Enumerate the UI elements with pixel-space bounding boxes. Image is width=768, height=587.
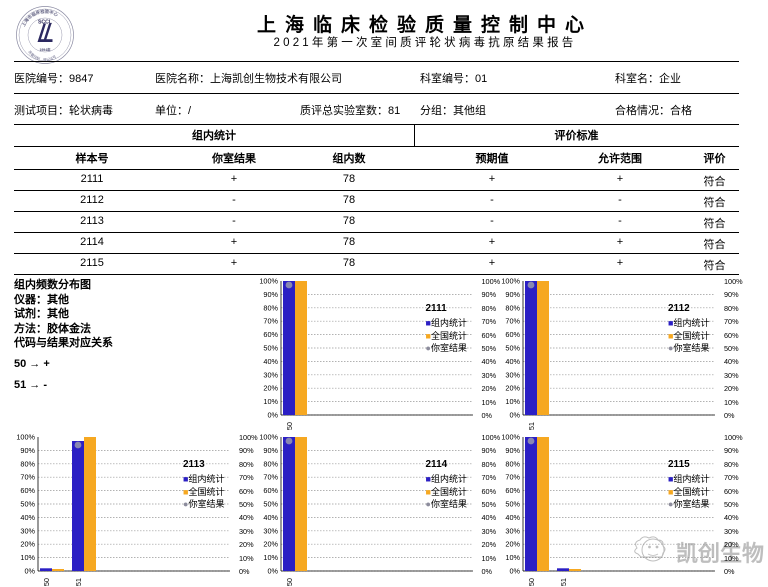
svg-text:51: 51 [74, 578, 83, 586]
svg-text:50: 50 [285, 578, 294, 586]
svg-text:90%: 90% [263, 446, 278, 455]
svg-text:50: 50 [527, 578, 536, 586]
svg-text:20%: 20% [263, 540, 278, 549]
svg-text:30%: 30% [263, 370, 278, 379]
svg-text:60%: 60% [505, 486, 520, 495]
svg-text:40%: 40% [20, 513, 35, 522]
svg-text:20%: 20% [20, 540, 35, 549]
svg-text:50%: 50% [20, 500, 35, 509]
svg-text:50: 50 [42, 578, 51, 586]
svg-text:90%: 90% [20, 446, 35, 455]
svg-text:0%: 0% [24, 567, 35, 576]
svg-text:50: 50 [285, 422, 294, 430]
svg-text:30%: 30% [505, 370, 520, 379]
svg-text:0%: 0% [509, 567, 520, 576]
svg-text:60%: 60% [505, 330, 520, 339]
svg-text:80%: 80% [20, 459, 35, 468]
svg-text:40%: 40% [505, 513, 520, 522]
svg-text:60%: 60% [20, 486, 35, 495]
svg-text:30%: 30% [20, 526, 35, 535]
svg-text:30%: 30% [263, 526, 278, 535]
svg-text:50%: 50% [263, 344, 278, 353]
svg-text:70%: 70% [505, 317, 520, 326]
svg-text:0%: 0% [267, 567, 278, 576]
svg-text:100%: 100% [501, 277, 520, 286]
svg-text:60%: 60% [263, 486, 278, 495]
svg-text:100%: 100% [501, 433, 520, 442]
svg-text:100%: 100% [16, 433, 35, 442]
svg-text:100%: 100% [259, 277, 278, 286]
svg-text:100%: 100% [259, 433, 278, 442]
svg-text:40%: 40% [263, 357, 278, 366]
svg-text:60%: 60% [263, 330, 278, 339]
svg-text:51: 51 [527, 422, 536, 430]
svg-text:50%: 50% [505, 500, 520, 509]
svg-text:70%: 70% [20, 473, 35, 482]
svg-text:0%: 0% [509, 411, 520, 420]
svg-text:80%: 80% [263, 459, 278, 468]
svg-text:10%: 10% [263, 553, 278, 562]
svg-text:80%: 80% [505, 303, 520, 312]
svg-text:70%: 70% [505, 473, 520, 482]
svg-text:50%: 50% [263, 500, 278, 509]
svg-text:50%: 50% [505, 344, 520, 353]
svg-text:0%: 0% [267, 411, 278, 420]
svg-text:80%: 80% [263, 303, 278, 312]
svg-text:70%: 70% [263, 317, 278, 326]
svg-text:20%: 20% [263, 384, 278, 393]
svg-text:20%: 20% [505, 540, 520, 549]
svg-text:10%: 10% [505, 553, 520, 562]
svg-text:20%: 20% [505, 384, 520, 393]
svg-text:40%: 40% [263, 513, 278, 522]
svg-text:30%: 30% [505, 526, 520, 535]
svg-text:10%: 10% [263, 397, 278, 406]
svg-text:90%: 90% [505, 446, 520, 455]
svg-text:80%: 80% [505, 459, 520, 468]
svg-text:1994年: 1994年 [40, 47, 52, 52]
svg-text:10%: 10% [20, 553, 35, 562]
svg-text:90%: 90% [505, 290, 520, 299]
svg-text:70%: 70% [263, 473, 278, 482]
svg-text:10%: 10% [505, 397, 520, 406]
svg-text:40%: 40% [505, 357, 520, 366]
svg-text:51: 51 [559, 578, 568, 586]
svg-text:90%: 90% [263, 290, 278, 299]
